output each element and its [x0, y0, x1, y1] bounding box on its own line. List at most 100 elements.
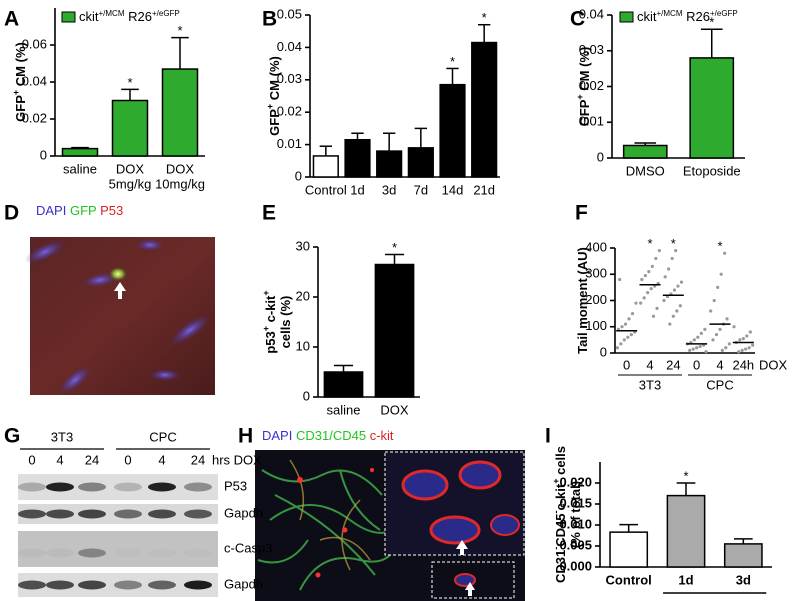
significance-mark: * — [683, 468, 688, 483]
data-point — [692, 338, 696, 342]
y-axis-label: (% of total) — [568, 481, 583, 548]
data-point — [679, 280, 684, 284]
panel-letter: C — [570, 8, 585, 31]
row-label: P53 — [224, 478, 247, 493]
blot-band — [184, 482, 212, 492]
y-axis-label: p53+ c-kit+ — [261, 290, 278, 353]
data-point — [640, 277, 644, 282]
y-tick-label: 0.03 — [579, 42, 604, 57]
data-point — [719, 272, 723, 276]
significance-mark: * — [392, 240, 397, 255]
text-part: GFP — [267, 109, 282, 136]
data-point — [615, 346, 619, 350]
superscript: +/MCM — [99, 9, 125, 18]
stain-label: GFP — [70, 203, 97, 218]
text-part: Tail moment (AU) — [575, 247, 590, 354]
superscript: - — [551, 547, 561, 550]
data-point — [619, 342, 623, 346]
data-point — [724, 346, 728, 350]
text-part: ckit — [79, 9, 99, 24]
y-tick-label: 0.06 — [22, 36, 47, 51]
superscript: + — [261, 326, 271, 331]
y-tick-label: 0.04 — [579, 6, 604, 21]
y-axis-label: Tail moment (AU) — [575, 247, 590, 354]
legend-swatch — [619, 11, 634, 23]
blot-band — [46, 548, 74, 558]
superscript: + — [551, 479, 561, 484]
y-axis-label: GFP+ CM (%) — [265, 56, 282, 136]
y-tick-label: 300 — [585, 266, 607, 281]
y-tick-label: 0 — [295, 168, 302, 183]
lane-label: 4 — [56, 452, 63, 467]
x-tick-label: 4 — [646, 357, 653, 372]
data-point — [723, 251, 727, 255]
superscript: +/eGFP — [710, 9, 738, 18]
x-tick-label: 4 — [716, 357, 723, 372]
blot-band — [46, 509, 74, 519]
data-point — [716, 285, 720, 289]
blot-band — [184, 580, 212, 590]
x-tick-label: 0 — [623, 357, 630, 372]
blot-band — [18, 548, 46, 558]
blot-band — [148, 482, 176, 492]
data-point — [696, 335, 700, 339]
blot-band — [114, 549, 142, 558]
stain-label: c-kit — [370, 428, 394, 443]
data-point — [630, 312, 635, 316]
bar — [376, 150, 403, 178]
text-part: GFP — [13, 95, 28, 122]
text-part: cells (%) — [278, 296, 293, 349]
blot-band — [148, 509, 176, 519]
panel-letter: G — [4, 425, 20, 448]
data-point — [668, 322, 672, 326]
y-tick-label: 0.01 — [579, 114, 604, 129]
y-axis-label: CD31-CD45-c-kit+ cells — [551, 446, 568, 583]
y-tick-label: 20 — [296, 288, 310, 303]
blot-band — [148, 549, 176, 558]
data-point — [654, 256, 658, 261]
legend-label: ckit+/MCM R26+/eGFP — [79, 9, 180, 25]
bar — [689, 57, 735, 159]
text-part: c-kit — [553, 483, 568, 510]
blot-band — [114, 509, 142, 519]
data-point — [618, 277, 622, 282]
blot-band — [46, 580, 74, 590]
blot-band — [148, 580, 176, 590]
y-tick-label: 30 — [296, 238, 310, 253]
superscript: +/MCM — [657, 9, 683, 18]
x-tick-label: 10mg/kg — [155, 176, 205, 191]
data-point — [671, 314, 675, 318]
data-point — [725, 317, 729, 321]
data-point — [699, 331, 703, 335]
y-tick-label: 0.02 — [579, 78, 604, 93]
stain-label: CD31/CD45 — [296, 428, 366, 443]
lane-unit: hrs DOX — [212, 452, 262, 467]
lane-label: 0 — [28, 452, 35, 467]
bar — [723, 543, 763, 568]
significance-mark: * — [450, 54, 455, 69]
row-label: c-Casp3 — [224, 540, 272, 555]
x-tick-label: 24h — [732, 357, 754, 372]
y-axis-label: GFP+ CM (%) — [575, 47, 592, 127]
bar — [161, 68, 199, 157]
text-part: CM (%) — [13, 42, 28, 90]
data-point — [662, 298, 666, 303]
panel-letter: H — [238, 425, 253, 448]
superscript: + — [265, 104, 275, 109]
y-tick-label: 0.015 — [559, 495, 592, 510]
data-point — [651, 314, 656, 318]
group-label: 3T3 — [51, 429, 73, 444]
x-tick-label: 0 — [693, 357, 700, 372]
y-tick-label: 0.02 — [277, 104, 302, 119]
blot-band — [78, 509, 106, 519]
x-tick-label: 1d — [350, 182, 364, 197]
data-point — [727, 342, 731, 346]
data-point — [732, 325, 736, 329]
blot-band — [46, 482, 74, 492]
data-point — [688, 348, 692, 352]
data-point — [698, 344, 702, 349]
bar — [111, 99, 149, 157]
data-point — [709, 309, 713, 313]
group-label: DOX — [701, 598, 730, 601]
